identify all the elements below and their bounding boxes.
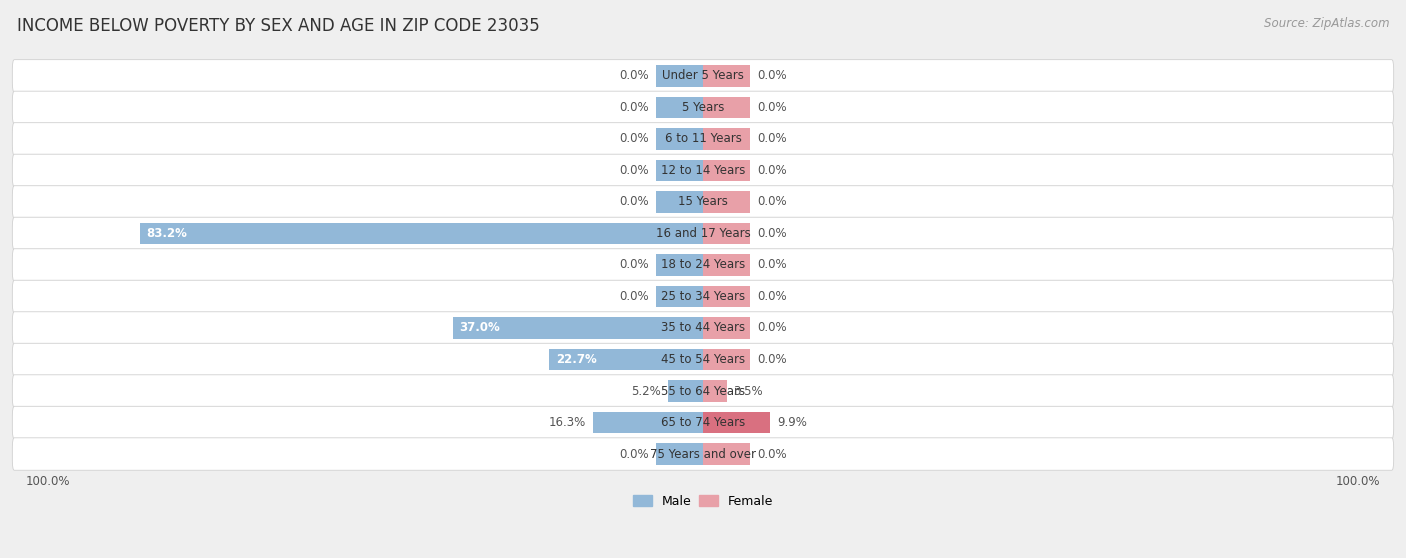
Bar [703,65,751,86]
Text: INCOME BELOW POVERTY BY SEX AND AGE IN ZIP CODE 23035: INCOME BELOW POVERTY BY SEX AND AGE IN Z… [17,17,540,35]
FancyBboxPatch shape [13,406,1393,439]
Bar [668,381,703,402]
Text: 0.0%: 0.0% [619,101,648,114]
Text: 16 and 17 Years: 16 and 17 Years [655,227,751,240]
Text: 35 to 44 Years: 35 to 44 Years [661,321,745,334]
FancyBboxPatch shape [13,280,1393,312]
Text: 22.7%: 22.7% [557,353,596,366]
Text: 0.0%: 0.0% [619,132,648,146]
Text: 0.0%: 0.0% [619,195,648,209]
Bar [655,128,703,150]
FancyBboxPatch shape [13,312,1393,344]
Text: 0.0%: 0.0% [758,101,787,114]
Bar [655,443,703,465]
Text: Under 5 Years: Under 5 Years [662,69,744,83]
Text: 3.5%: 3.5% [734,384,763,397]
Bar [703,318,751,339]
Text: 55 to 64 Years: 55 to 64 Years [661,384,745,397]
Bar [655,254,703,276]
Text: 83.2%: 83.2% [146,227,187,240]
Text: 0.0%: 0.0% [758,290,787,303]
FancyBboxPatch shape [13,375,1393,407]
Bar [703,349,751,370]
Bar [655,191,703,213]
Bar [655,286,703,307]
Text: 0.0%: 0.0% [758,353,787,366]
Bar [703,254,751,276]
Bar [703,128,751,150]
Text: 0.0%: 0.0% [619,258,648,271]
Text: 5.2%: 5.2% [631,384,661,397]
Bar [703,381,727,402]
Text: 25 to 34 Years: 25 to 34 Years [661,290,745,303]
Text: 0.0%: 0.0% [619,164,648,177]
FancyBboxPatch shape [13,186,1393,218]
Text: 65 to 74 Years: 65 to 74 Years [661,416,745,429]
Text: 45 to 54 Years: 45 to 54 Years [661,353,745,366]
Text: 0.0%: 0.0% [758,258,787,271]
Bar [139,223,703,244]
Bar [703,443,751,465]
Legend: Male, Female: Male, Female [628,490,778,513]
Text: 37.0%: 37.0% [460,321,501,334]
Bar [593,412,703,433]
Text: 0.0%: 0.0% [758,164,787,177]
FancyBboxPatch shape [13,60,1393,92]
Text: 0.0%: 0.0% [619,69,648,83]
Text: 0.0%: 0.0% [758,321,787,334]
Text: 18 to 24 Years: 18 to 24 Years [661,258,745,271]
FancyBboxPatch shape [13,154,1393,187]
Text: Source: ZipAtlas.com: Source: ZipAtlas.com [1264,17,1389,30]
Text: 15 Years: 15 Years [678,195,728,209]
FancyBboxPatch shape [13,123,1393,155]
Text: 0.0%: 0.0% [619,290,648,303]
Bar [550,349,703,370]
Bar [703,412,770,433]
Bar [703,223,751,244]
Text: 0.0%: 0.0% [758,227,787,240]
Text: 0.0%: 0.0% [758,69,787,83]
Bar [655,97,703,118]
Bar [703,97,751,118]
Bar [655,160,703,181]
FancyBboxPatch shape [13,217,1393,249]
Text: 0.0%: 0.0% [758,195,787,209]
Bar [703,286,751,307]
Text: 9.9%: 9.9% [776,416,807,429]
Bar [453,318,703,339]
Text: 0.0%: 0.0% [619,448,648,460]
Text: 100.0%: 100.0% [25,474,70,488]
Text: 12 to 14 Years: 12 to 14 Years [661,164,745,177]
FancyBboxPatch shape [13,438,1393,470]
FancyBboxPatch shape [13,91,1393,124]
Text: 6 to 11 Years: 6 to 11 Years [665,132,741,146]
FancyBboxPatch shape [13,249,1393,281]
Text: 75 Years and over: 75 Years and over [650,448,756,460]
Bar [655,65,703,86]
Text: 5 Years: 5 Years [682,101,724,114]
Bar [703,191,751,213]
Text: 0.0%: 0.0% [758,132,787,146]
FancyBboxPatch shape [13,343,1393,376]
Text: 0.0%: 0.0% [758,448,787,460]
Text: 100.0%: 100.0% [1336,474,1381,488]
Bar [703,160,751,181]
Text: 16.3%: 16.3% [548,416,586,429]
